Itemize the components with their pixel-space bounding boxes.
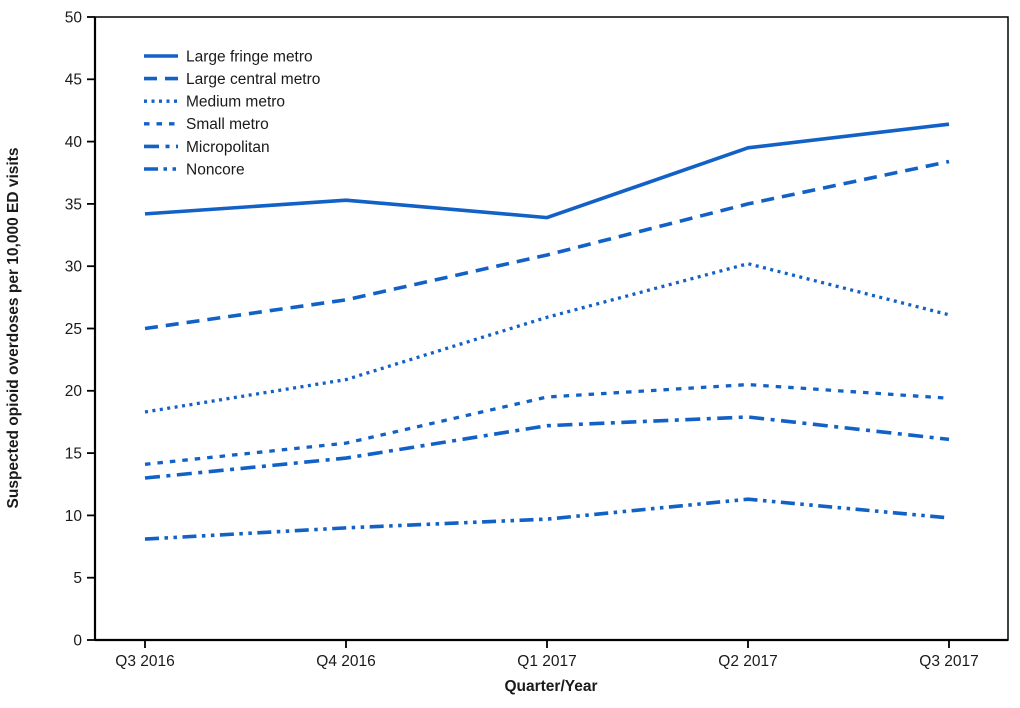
series-line-medium-metro [144, 262, 950, 414]
y-tick-label: 15 [65, 446, 82, 463]
y-tick-label: 10 [65, 508, 83, 525]
legend-label-large-fringe-metro: Large fringe metro [186, 48, 313, 65]
series-line-large-central-metro [144, 159, 950, 331]
y-tick-label: 0 [73, 632, 82, 649]
x-tick-label: Q1 2017 [517, 653, 576, 670]
series-line-noncore [144, 497, 950, 541]
x-tick-label: Q3 2016 [115, 653, 174, 670]
legend-label-micropolitan: Micropolitan [186, 139, 270, 156]
series-line-small-metro [144, 382, 950, 466]
series-line-large-fringe-metro [144, 122, 950, 220]
y-tick-label: 50 [65, 9, 83, 26]
y-tick-label: 5 [73, 570, 82, 587]
legend-label-medium-metro: Medium metro [186, 94, 285, 111]
x-axis-title: Quarter/Year [504, 678, 598, 695]
x-tick-label: Q4 2016 [316, 653, 375, 670]
y-axis-title: Suspected opioid overdoses per 10,000 ED… [5, 147, 22, 509]
x-tick-label: Q3 2017 [919, 653, 978, 670]
legend-label-small-metro: Small metro [186, 116, 269, 133]
y-tick-label: 40 [65, 134, 83, 151]
y-tick-label: 25 [65, 321, 82, 338]
y-tick-label: 45 [65, 72, 82, 89]
y-tick-label: 20 [65, 383, 83, 400]
series-line-micropolitan [144, 415, 950, 480]
y-tick-label: 30 [65, 259, 83, 276]
y-tick-label: 35 [65, 196, 82, 213]
x-tick-label: Q2 2017 [718, 653, 777, 670]
legend-label-noncore: Noncore [186, 161, 245, 178]
legend-label-large-central-metro: Large central metro [186, 71, 320, 88]
